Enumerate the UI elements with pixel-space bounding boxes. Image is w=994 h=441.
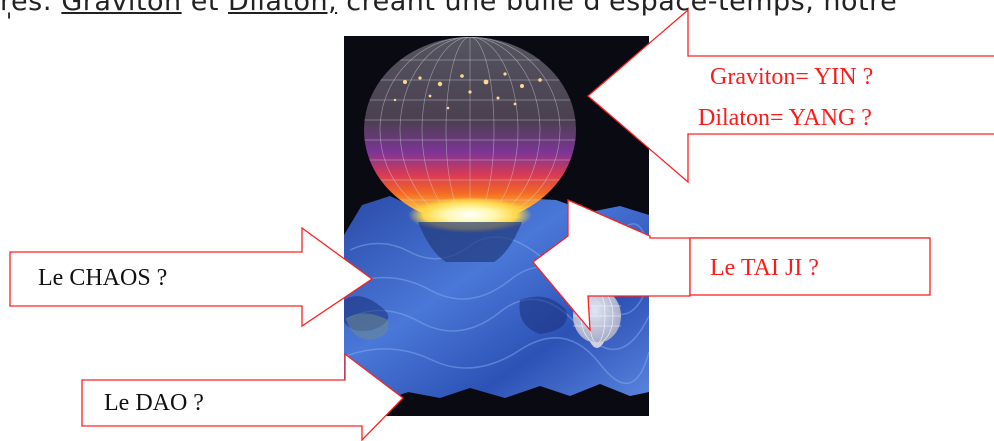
caption-prefix: res: bbox=[0, 0, 62, 17]
dao-callout-arrow bbox=[81, 352, 404, 441]
top-caption-line: res: Graviton et Dilaton, créant une bul… bbox=[0, 0, 994, 17]
caption-suffix: créant une bulle d'espace-temps, notre bbox=[337, 0, 898, 17]
chaos-callout-arrow bbox=[9, 226, 374, 328]
dilaton-label: Dilaton= YANG ? bbox=[698, 105, 872, 131]
taiji-callout-arrow bbox=[532, 199, 930, 332]
caption-middle: et bbox=[181, 0, 229, 17]
graviton-label: Graviton= YIN ? bbox=[710, 64, 874, 90]
taiji-label-box bbox=[689, 237, 931, 296]
caption-dilaton-link[interactable]: Dilaton, bbox=[228, 0, 338, 17]
graviton-sphere bbox=[364, 37, 576, 262]
quote-mark: ' bbox=[6, 10, 13, 35]
caption-graviton-link[interactable]: Graviton bbox=[61, 0, 182, 17]
dao-label: Le DAO ? bbox=[104, 390, 204, 416]
chaos-label: Le CHAOS ? bbox=[38, 265, 168, 291]
graviton-dilaton-callout-arrow bbox=[587, 8, 994, 184]
taiji-label: Le TAI JI ? bbox=[710, 255, 819, 281]
